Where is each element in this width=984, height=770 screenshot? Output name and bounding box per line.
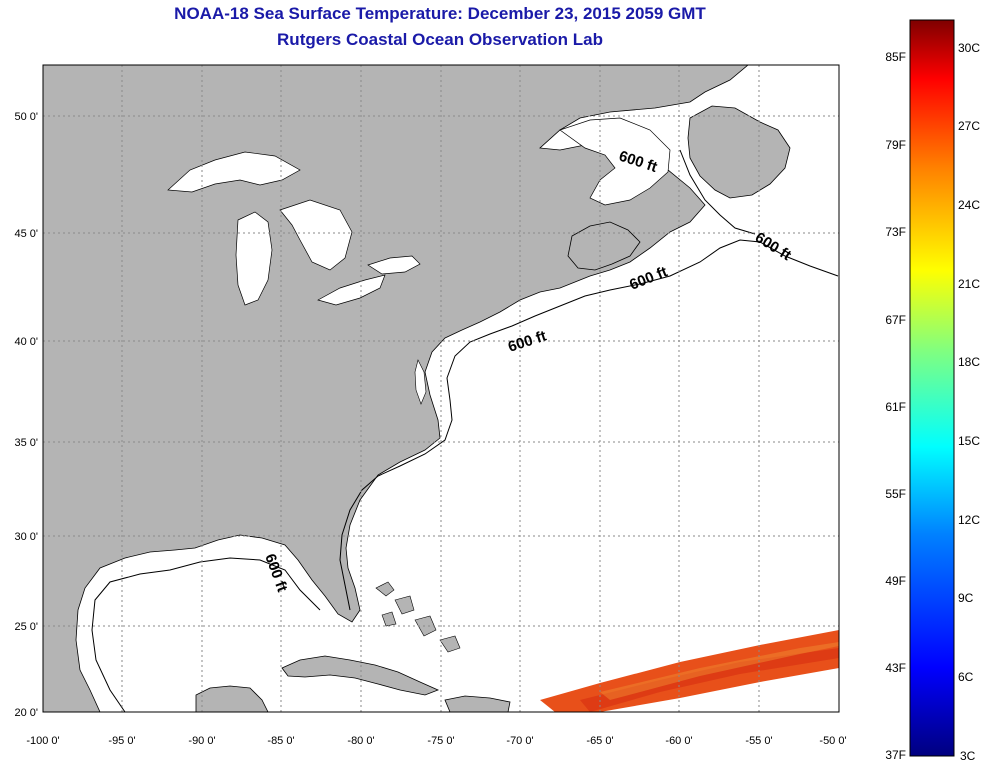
map-title: NOAA-18 Sea Surface Temperature: Decembe… [174,4,706,23]
bahamas-islands [375,581,461,653]
colorbar-c-label: 3C [960,749,976,763]
gulf-st-lawrence [559,117,671,206]
lat-label: 40 0' [14,336,38,348]
lat-label: 20 0' [14,707,38,719]
lon-label: -85 0' [267,735,294,747]
land-nova-scotia [567,221,641,271]
colorbar-c-label: 6C [958,670,974,684]
colorbar-c-label: 9C [958,591,974,605]
isobath-600ft [339,239,839,611]
lat-label: 25 0' [14,621,38,633]
lat-label: 50 0' [14,111,38,123]
lon-label: -65 0' [586,735,613,747]
colorbar-f-label: 79F [885,138,906,152]
sst-swath-light [600,642,839,700]
lon-label: -100 0' [26,735,59,747]
colorbar-f-label: 85F [885,50,906,64]
lon-label: -50 0' [819,735,846,747]
colorbar-f-label: 73F [885,225,906,239]
colorbar-c-label: 24C [958,198,980,212]
colorbar-c-label: 12C [958,513,980,527]
land-yucatan [195,685,269,712]
lake-ontario [367,255,421,275]
colorbar-f-label: 67F [885,313,906,327]
colorbar-c-label: 15C [958,434,980,448]
lake-huron [279,199,353,271]
colorbar-f-label: 49F [885,574,906,588]
land-hispaniola [444,695,511,712]
colorbar [909,19,955,757]
land-cuba [281,655,440,696]
latitude-labels: 50 0' 45 0' 40 0' 35 0' 30 0' 25 0' 20 0… [14,111,38,719]
lon-label: -60 0' [665,735,692,747]
chesapeake-bay [414,359,427,405]
lat-label: 30 0' [14,531,38,543]
colorbar-c-label: 18C [958,355,980,369]
colorbar-c-label: 21C [958,277,980,291]
lon-label: -95 0' [108,735,135,747]
lake-superior [167,151,301,193]
land-newfoundland [687,105,791,199]
lat-label: 45 0' [14,228,38,240]
colorbar-fahrenheit-labels: 85F 79F 73F 67F 61F 55F 49F 43F 37F [885,50,906,762]
isobath-600ft-north [679,149,756,235]
lon-label: -80 0' [347,735,374,747]
colorbar-celsius-labels: 30C 27C 24C 21C 18C 15C 12C 9C 6C 3C [958,41,980,763]
lat-label: 35 0' [14,437,38,449]
sst-swath-overlay [580,648,839,712]
colorbar-f-label: 37F [885,748,906,762]
lon-label: -55 0' [745,735,772,747]
lake-michigan [235,211,273,306]
lon-label: -90 0' [188,735,215,747]
lon-label: -75 0' [427,735,454,747]
isobath-600ft-gulf [91,557,321,712]
colorbar-f-label: 43F [885,661,906,675]
map-subtitle: Rutgers Coastal Ocean Observation Lab [277,30,603,49]
colorbar-f-label: 55F [885,487,906,501]
lon-label: -70 0' [506,735,533,747]
lake-erie [317,274,386,306]
colorbar-f-label: 61F [885,400,906,414]
map-frame [42,64,840,713]
colorbar-c-label: 30C [958,41,980,55]
colorbar-c-label: 27C [958,119,980,133]
longitude-labels: -100 0' -95 0' -90 0' -85 0' -80 0' -75 … [26,735,846,747]
